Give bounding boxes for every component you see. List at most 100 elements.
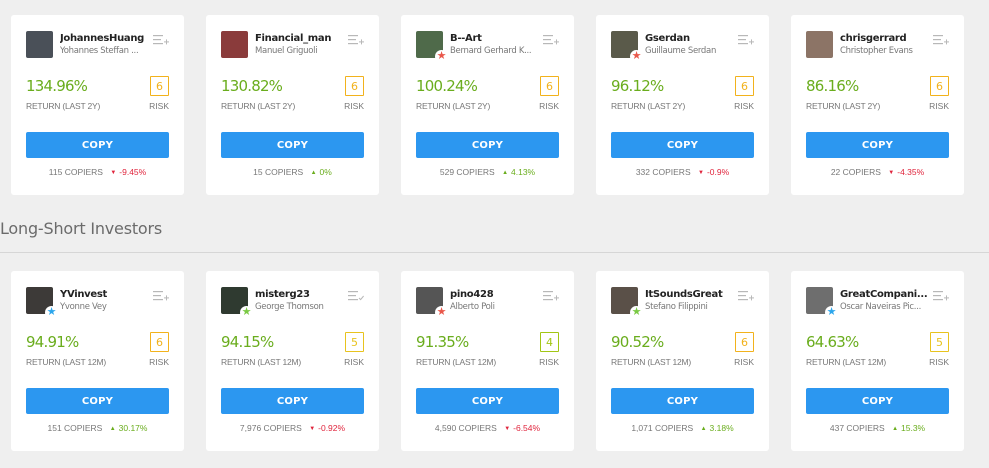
risk-label: RISK (539, 101, 559, 111)
copiers-stats: 437 COPIERS ▲ 15.3% (791, 423, 964, 433)
risk-label: RISK (344, 357, 364, 367)
copiers-change: 30.17% (118, 423, 148, 433)
investor-username[interactable]: Financial_man (255, 33, 332, 44)
avatar[interactable]: ★ (26, 31, 53, 58)
copiers-change: 15.3% (901, 423, 926, 433)
return-label: RETURN (LAST 12M) (221, 357, 302, 367)
copy-button[interactable]: COPY (416, 132, 559, 158)
copy-button[interactable]: COPY (26, 388, 169, 414)
add-to-watchlist-icon[interactable] (738, 33, 754, 45)
trend-down-icon: ▼ (888, 170, 895, 176)
investor-card[interactable]: ★ JohannesHuang Yohannes Steffan ... 134… (11, 15, 184, 195)
investor-card[interactable]: ★ Gserdan Guillaume Serdan 96.12% RETURN… (596, 15, 769, 195)
copiers-count: 1,071 COPIERS (631, 423, 694, 433)
investor-username[interactable]: pino428 (450, 289, 494, 300)
risk-label: RISK (149, 357, 169, 367)
copiers-count: 437 COPIERS (829, 423, 885, 433)
copy-button[interactable]: COPY (611, 132, 754, 158)
star-badge-icon: ★ (435, 50, 448, 63)
copiers-count: 15 COPIERS (253, 167, 304, 177)
copy-button[interactable]: COPY (806, 388, 949, 414)
investor-card[interactable]: ★ chrisgerrard Christopher Evans 86.16% … (791, 15, 964, 195)
avatar[interactable]: ★ (611, 31, 643, 63)
investor-fullname: Oscar Naveiras Pic... (840, 302, 921, 312)
copiers-change: -0.9% (706, 167, 730, 177)
add-to-watchlist-icon[interactable] (543, 33, 559, 45)
copiers-stats: 332 COPIERS ▼ -0.9% (596, 167, 769, 177)
copy-button[interactable]: COPY (221, 132, 364, 158)
copiers-count: 151 COPIERS (47, 423, 103, 433)
copiers-count: 115 COPIERS (48, 167, 103, 177)
copy-button[interactable]: COPY (806, 132, 949, 158)
return-value: 100.24% (416, 77, 478, 95)
add-to-watchlist-icon[interactable] (348, 33, 364, 45)
investor-card[interactable]: ★ YVinvest Yvonne Vey 94.91% RETURN (LAS… (11, 271, 184, 451)
add-to-watchlist-icon[interactable] (153, 289, 169, 301)
investor-fullname: Bernard Gerhard K... (450, 46, 532, 56)
return-label: RETURN (LAST 12M) (806, 357, 887, 367)
return-value: 94.91% (26, 333, 79, 351)
star-badge-icon: ★ (630, 306, 643, 319)
copy-button[interactable]: COPY (611, 388, 754, 414)
copiers-stats: 529 COPIERS ▲ 4.13% (401, 167, 574, 177)
add-to-watchlist-icon[interactable] (933, 289, 949, 301)
investor-card[interactable]: ★ pino428 Alberto Poli 91.35% RETURN (LA… (401, 271, 574, 451)
copy-button[interactable]: COPY (416, 388, 559, 414)
copiers-count: 7,976 COPIERS (239, 423, 302, 433)
risk-score-badge: 4 (540, 332, 559, 352)
copiers-change: -6.54% (513, 423, 541, 433)
copy-button[interactable]: COPY (221, 388, 364, 414)
investor-fullname: Alberto Poli (450, 302, 495, 312)
avatar[interactable]: ★ (26, 287, 58, 319)
avatar[interactable]: ★ (806, 31, 833, 58)
avatar[interactable]: ★ (221, 287, 253, 319)
risk-score-badge: 6 (150, 76, 169, 96)
investor-card[interactable]: ★ ItSoundsGreat Stefano Filippini 90.52%… (596, 271, 769, 451)
copy-button[interactable]: COPY (26, 132, 169, 158)
investor-card[interactable]: ★ B--Art Bernard Gerhard K... 100.24% RE… (401, 15, 574, 195)
risk-score-badge: 6 (930, 76, 949, 96)
add-to-watchlist-icon[interactable] (543, 289, 559, 301)
copiers-count: 4,590 COPIERS (434, 423, 497, 433)
copiers-stats: 22 COPIERS ▼ -4.35% (791, 167, 964, 177)
risk-label: RISK (344, 101, 364, 111)
copiers-change: -4.35% (897, 167, 925, 177)
copiers-change: 4.13% (511, 167, 536, 177)
star-badge-icon: ★ (630, 50, 643, 63)
investor-username[interactable]: JohannesHuang (60, 33, 145, 44)
risk-label: RISK (929, 101, 949, 111)
return-label: RETURN (LAST 2Y) (26, 101, 101, 111)
investor-username[interactable]: misterg23 (255, 289, 310, 300)
investor-username[interactable]: YVinvest (60, 289, 107, 300)
return-value: 94.15% (221, 333, 274, 351)
trend-down-icon: ▼ (698, 170, 704, 176)
investor-username[interactable]: GreatCompani... (840, 289, 928, 300)
avatar[interactable]: ★ (416, 31, 448, 63)
risk-label: RISK (929, 357, 949, 367)
investor-username[interactable]: ItSoundsGreat (645, 289, 723, 300)
return-label: RETURN (LAST 2Y) (806, 101, 881, 111)
investor-username[interactable]: B--Art (450, 33, 482, 44)
star-badge-icon: ★ (825, 306, 838, 319)
investor-card[interactable]: ★ Financial_man Manuel Griguoli 130.82% … (206, 15, 379, 195)
return-value: 91.35% (416, 333, 469, 351)
investor-username[interactable]: chrisgerrard (840, 33, 907, 44)
avatar[interactable]: ★ (806, 287, 838, 319)
investor-username[interactable]: Gserdan (645, 33, 690, 44)
star-badge-icon: ★ (45, 306, 58, 319)
long-short-investors-row: ★ YVinvest Yvonne Vey 94.91% RETURN (LAS… (0, 271, 989, 451)
trend-down-icon: ▼ (309, 426, 316, 432)
investor-card[interactable]: ★ misterg23 George Thomson 94.15% RETURN… (206, 271, 379, 451)
avatar[interactable]: ★ (221, 31, 248, 58)
add-to-watchlist-icon[interactable] (933, 33, 949, 45)
risk-label: RISK (539, 357, 559, 367)
avatar[interactable]: ★ (416, 287, 448, 319)
add-to-watchlist-icon[interactable] (153, 33, 169, 45)
avatar[interactable]: ★ (611, 287, 643, 319)
investor-card[interactable]: ★ GreatCompani... Oscar Naveiras Pic... … (791, 271, 964, 451)
return-value: 86.16% (806, 77, 859, 95)
top-investors-row: ★ JohannesHuang Yohannes Steffan ... 134… (0, 15, 989, 195)
return-value: 64.63% (806, 333, 859, 351)
in-watchlist-icon[interactable] (348, 289, 364, 301)
add-to-watchlist-icon[interactable] (738, 289, 754, 301)
